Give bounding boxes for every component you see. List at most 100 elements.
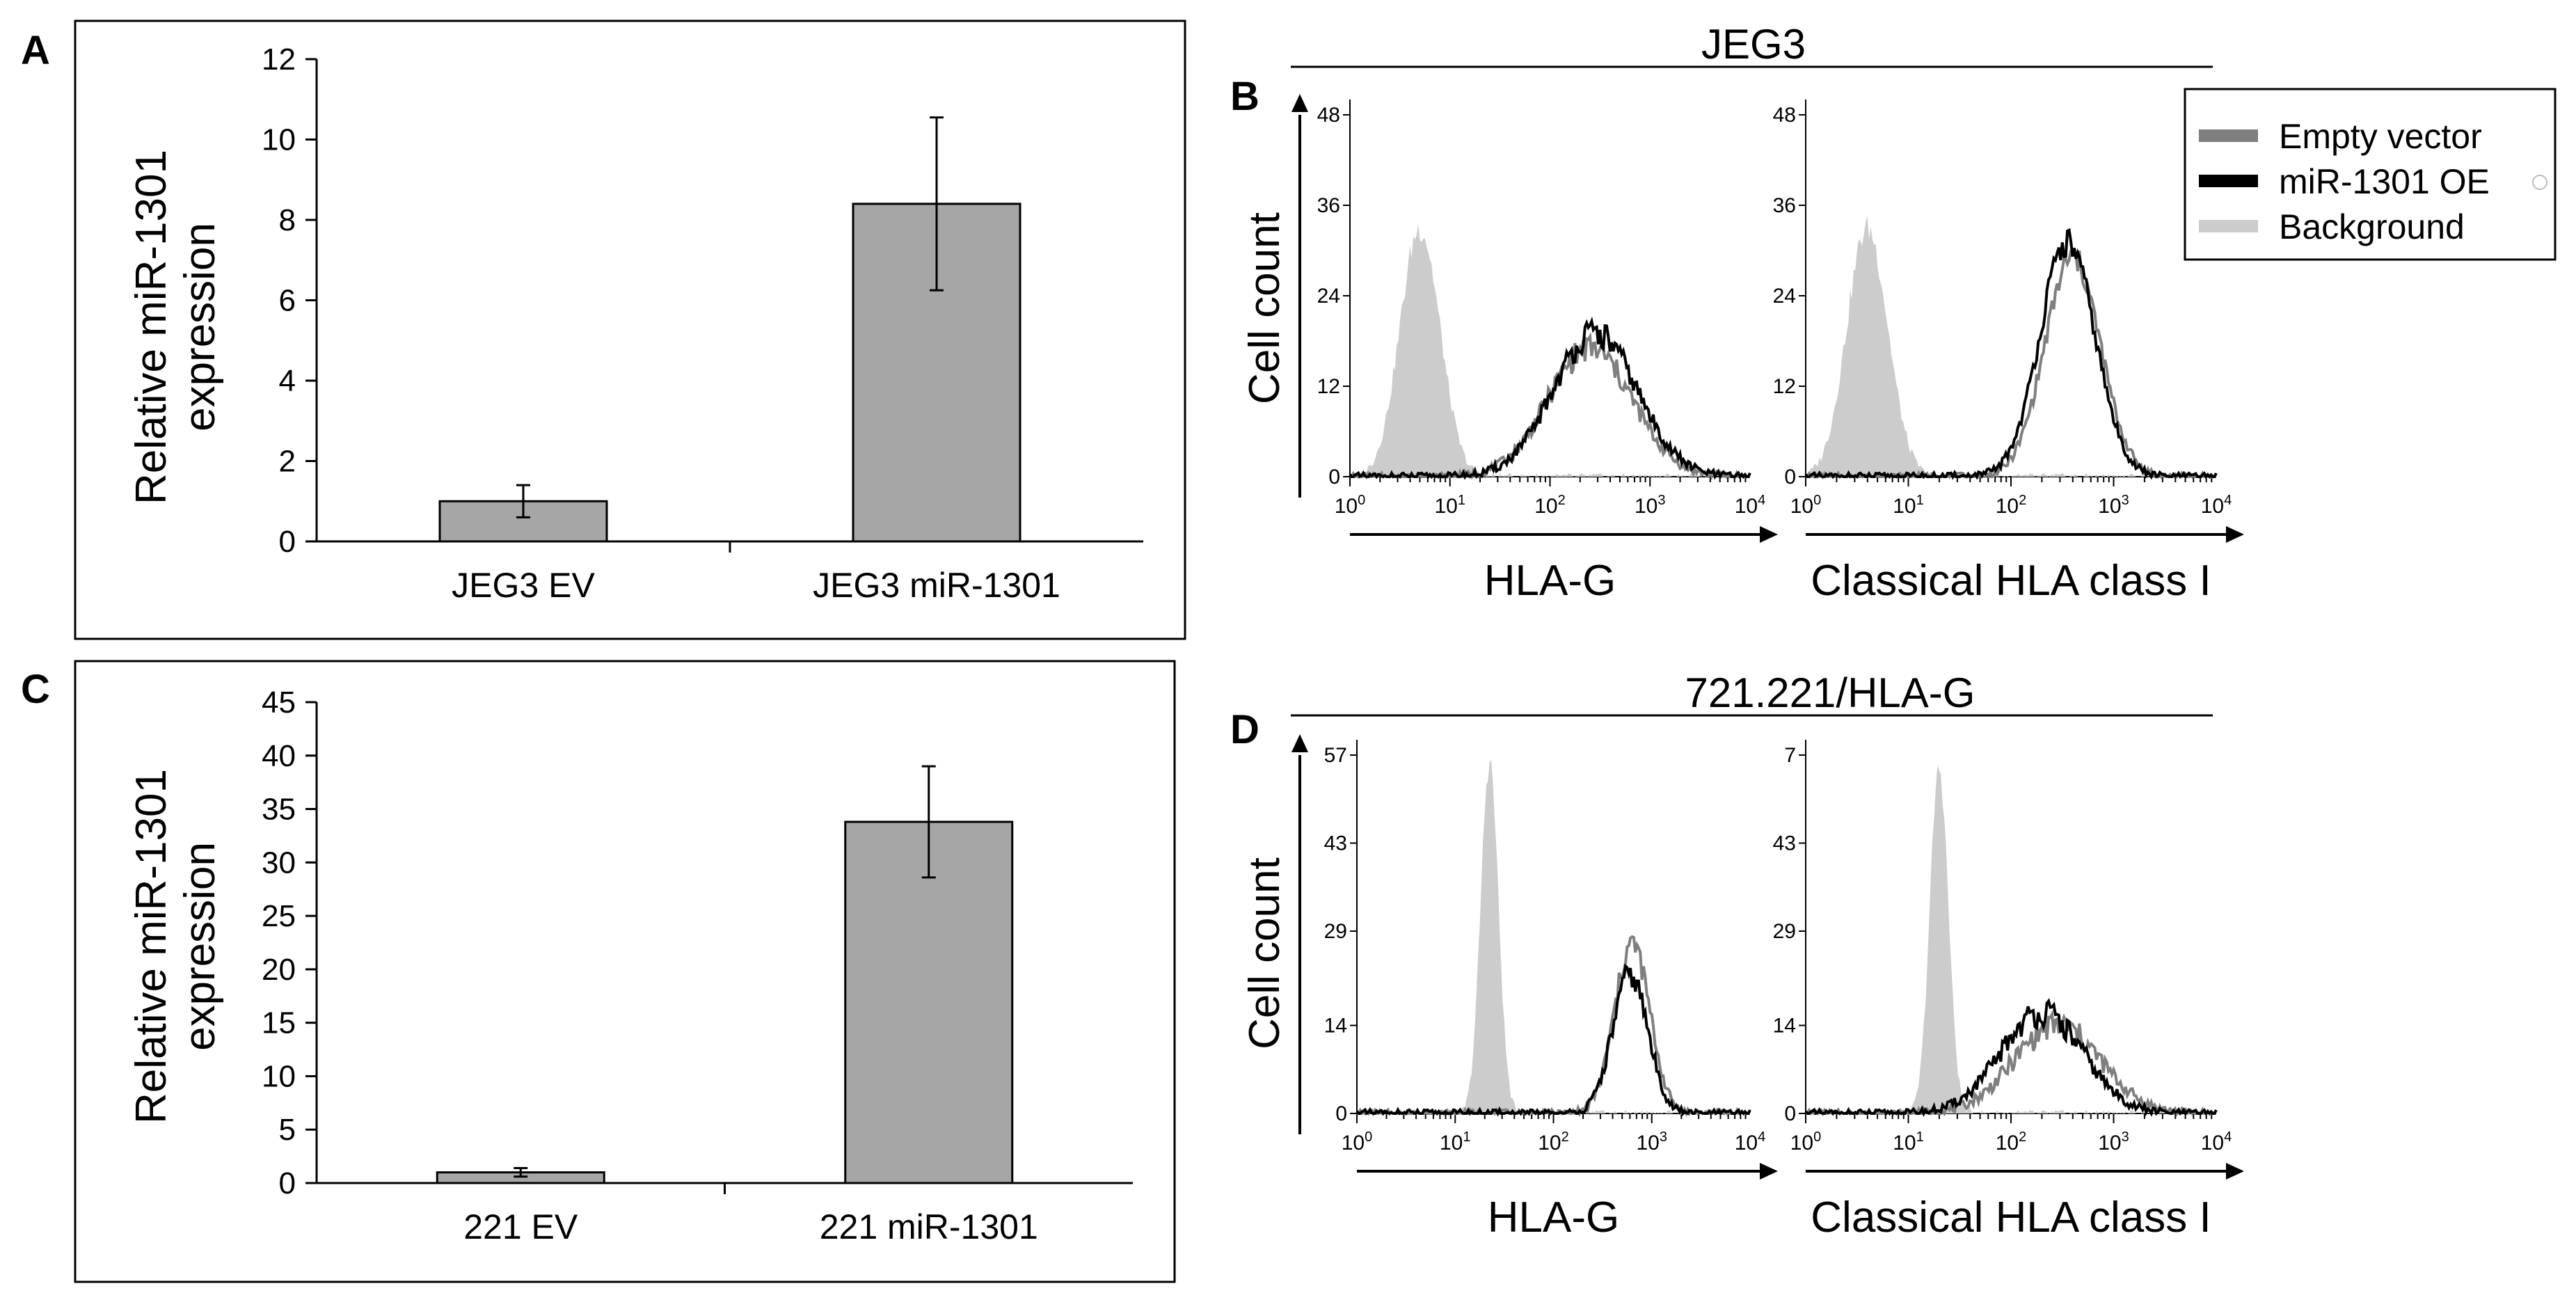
y-arrow-head-icon [1291,94,1308,112]
x-tick-label: 104 [1735,493,1766,518]
x-tick-label: 104 [1735,1129,1766,1155]
y-tick-label: 25 [262,899,296,933]
x-tick-label: 102 [1996,1129,2027,1155]
y-tick-label: 4 [279,364,296,398]
series-mir-oe-line [1804,228,2218,480]
x-tick-exponent: 2 [1561,1129,1569,1145]
x-category-label: 221 EV [463,1207,578,1246]
y-tick-label: 12 [1773,375,1796,398]
x-tick-label: 103 [2098,493,2129,518]
panel-a-ylabel-line2: expression [176,223,224,431]
y-tick-label: 48 [1773,104,1796,127]
y-tick-label: 36 [1317,194,1340,217]
legend-label-background: Background [2279,207,2465,246]
series-mir-oe-line [1355,963,1751,1117]
x-tick-label: 104 [2201,493,2232,518]
y-tick-label: 24 [1773,285,1796,308]
x-axis-label: Classical HLA class I [1811,557,2211,605]
x-category-label: JEG3 miR-1301 [813,566,1060,605]
series-empty-vector-line [1357,935,1751,1118]
x-tick-exponent: 3 [1657,493,1665,508]
panel-c-frame [74,660,1176,1283]
panel-c-ylabel-line2: expression [176,842,224,1051]
series-mir-oe-line [1804,998,2218,1118]
x-arrow-head-icon [2226,1163,2244,1180]
x-tick-label: 104 [2201,1129,2232,1155]
y-tick-label: 20 [262,953,296,987]
x-tick-exponent: 0 [1358,493,1365,508]
series-background-area [1806,215,2216,477]
x-tick-label: 100 [1335,493,1366,518]
x-tick-label: 100 [1790,1129,1822,1155]
series-background-area [1350,223,1750,477]
y-tick-label: 0 [279,525,296,559]
x-tick-label: 101 [1440,1129,1471,1155]
y-tick-label: 14 [1324,1015,1347,1038]
x-tick-exponent: 2 [2019,493,2026,508]
x-axis-label: Classical HLA class I [1811,1193,2211,1241]
x-tick-exponent: 2 [1558,493,1566,508]
y-tick-label: 43 [1324,832,1347,855]
y-tick-label: 12 [1317,375,1340,398]
x-category-label: JEG3 EV [452,566,595,605]
x-tick-exponent: 1 [1463,1129,1470,1145]
series-background-area [1357,759,1750,1113]
legend-label-mir-oe: miR-1301 OE [2279,162,2490,201]
y-tick-label: 8 [279,203,296,237]
x-tick-exponent: 3 [1660,1129,1667,1145]
x-tick-exponent: 1 [1916,493,1924,508]
y-tick-label: 0 [1784,1102,1796,1125]
x-tick-label: 101 [1435,493,1466,518]
y-tick-label: 35 [262,793,296,827]
x-axis-label: HLA-G [1488,1193,1619,1241]
y-arrow-head-icon [1291,734,1308,752]
panel-letter-d: D [1230,707,1259,752]
panel-b-header: JEG3 [1701,21,1806,68]
x-tick-label: 102 [1534,493,1566,518]
bar [852,203,1021,543]
x-tick-label: 101 [1893,1129,1924,1155]
x-tick-exponent: 1 [1458,493,1465,508]
panel-a-ylabel-line1: Relative miR-1301 [127,150,175,505]
y-tick-label: 12 [262,42,296,77]
x-tick-label: 102 [1996,493,2027,518]
x-tick-exponent: 4 [2224,493,2232,508]
y-tick-label: 14 [1773,1015,1796,1038]
x-tick-exponent: 0 [1365,1129,1372,1145]
y-tick-label: 10 [262,123,296,157]
y-tick-label: 29 [1324,920,1347,943]
panel-d-ylabel: Cell count [1241,857,1289,1049]
x-tick-exponent: 0 [1813,1129,1821,1145]
y-tick-label: 7 [1784,744,1796,767]
y-tick-label: 30 [262,846,296,880]
x-arrow-head-icon [1760,526,1778,543]
panel-b-ylabel: Cell count [1241,212,1289,404]
panel-letter-a: A [21,28,50,73]
y-tick-label: 48 [1317,104,1340,127]
y-tick-label: 45 [262,685,296,720]
y-tick-label: 24 [1317,285,1340,308]
x-axis-label: HLA-G [1484,557,1616,605]
y-tick-label: 6 [279,284,296,318]
y-tick-label: 2 [279,445,296,479]
series-empty-vector-line [1806,1009,2217,1117]
x-tick-exponent: 0 [1813,493,1821,508]
panel-letter-c: C [21,667,50,712]
x-tick-exponent: 3 [2122,1129,2129,1145]
legend-scroll-circle-icon [2532,175,2547,190]
y-tick-label: 15 [262,1006,296,1040]
y-tick-label: 36 [1773,194,1796,217]
y-tick-label: 0 [1335,1102,1347,1125]
y-tick-label: 5 [279,1113,296,1147]
x-tick-exponent: 2 [2019,1129,2026,1145]
x-tick-exponent: 1 [1916,1129,1924,1145]
x-tick-label: 103 [1637,1129,1668,1155]
panel-c-bar-chart: Relative miR-1301 expression 0 5 10 15 20 25 3… [74,660,1176,1283]
y-tick-label: 43 [1773,832,1796,855]
x-tick-exponent: 3 [2122,493,2129,508]
legend: Empty vector miR-1301 OE Background [2184,88,2557,261]
